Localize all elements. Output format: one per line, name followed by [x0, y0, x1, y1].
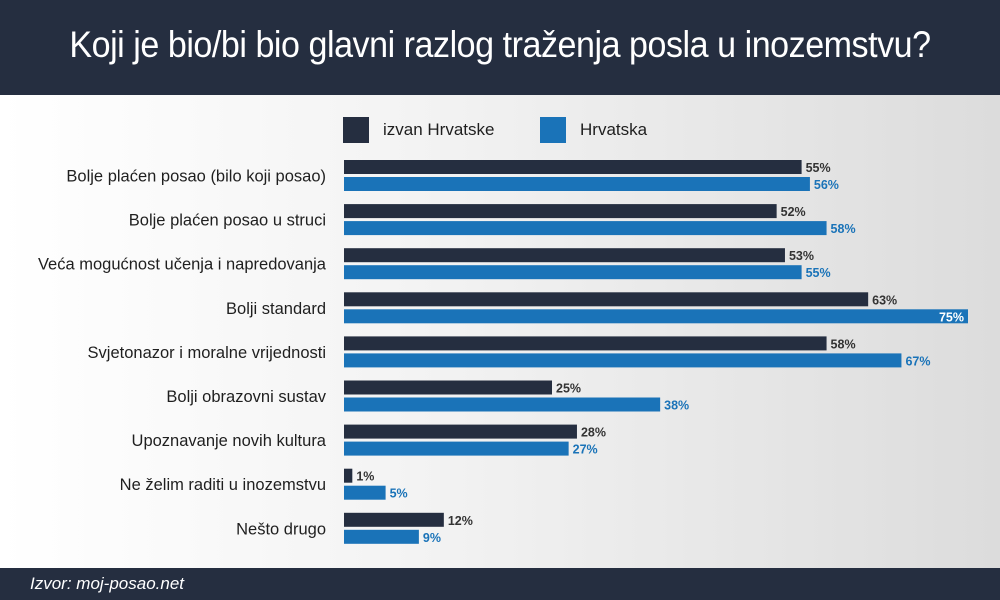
category-label: Bolji standard: [226, 300, 326, 318]
bar-hrvatska: [344, 441, 569, 456]
value-label: 55%: [806, 266, 831, 280]
value-label: 56%: [814, 178, 839, 192]
category-label: Svjetonazor i moralne vrijednosti: [88, 344, 326, 362]
value-label: 9%: [423, 531, 441, 545]
value-label: 67%: [905, 354, 930, 368]
value-label: 38%: [664, 399, 689, 413]
legend-label: Hrvatska: [580, 120, 648, 139]
bar-hrvatska: [344, 397, 661, 412]
value-label: 58%: [831, 337, 856, 351]
legend-swatch-dark: [343, 117, 369, 143]
legend-swatch-blue: [540, 117, 566, 143]
category-label: Bolje plaćen posao u struci: [129, 212, 326, 230]
bar-hrvatska: [344, 221, 827, 236]
value-label: 52%: [781, 205, 806, 219]
bar-izvan-hrvatske: [344, 380, 552, 395]
footer-bar: Izvor: moj-posao.net: [0, 568, 1000, 600]
bar-izvan-hrvatske: [344, 512, 444, 527]
category-label: Ne želim raditi u inozemstvu: [120, 476, 326, 494]
page-title: Koji je bio/bi bio glavni razlog traženj…: [69, 24, 931, 65]
bar-hrvatska: [344, 529, 419, 544]
bar-izvan-hrvatske: [344, 292, 869, 307]
bar-izvan-hrvatske: [344, 424, 577, 439]
bar-izvan-hrvatske: [344, 468, 353, 483]
value-label: 75%: [939, 310, 964, 324]
value-label: 25%: [556, 382, 581, 396]
value-label: 28%: [581, 426, 606, 440]
source-text: Izvor: moj-posao.net: [30, 574, 185, 593]
value-label: 1%: [356, 470, 374, 484]
bar-hrvatska: [344, 265, 802, 280]
header-bar: Koji je bio/bi bio glavni razlog traženj…: [0, 0, 1000, 95]
value-label: 58%: [831, 222, 856, 236]
value-label: 53%: [789, 249, 814, 263]
bar-izvan-hrvatske: [344, 248, 785, 263]
value-label: 12%: [448, 514, 473, 528]
category-label: Veća mogućnost učenja i napredovanja: [38, 256, 327, 274]
value-label: 27%: [573, 443, 598, 457]
bar-hrvatska: [344, 353, 902, 368]
bar-hrvatska: [344, 309, 968, 324]
value-label: 5%: [390, 487, 408, 501]
category-label: Nešto drugo: [236, 520, 326, 538]
category-label: Upoznavanje novih kultura: [132, 432, 327, 450]
category-label: Bolje plaćen posao (bilo koji posao): [66, 168, 326, 186]
bar-hrvatska: [344, 177, 810, 191]
value-label: 63%: [872, 293, 897, 307]
legend-item-hrvatska: Hrvatska: [540, 116, 647, 144]
category-label: Bolji obrazovni sustav: [166, 388, 326, 406]
bar-izvan-hrvatske: [344, 336, 827, 351]
legend-item-izvan-hrvatske: izvan Hrvatske: [343, 116, 494, 144]
value-label: 55%: [806, 161, 831, 175]
legend-label: izvan Hrvatske: [383, 120, 495, 139]
bar-hrvatska: [344, 485, 386, 500]
bar-izvan-hrvatske: [344, 204, 777, 219]
bar-izvan-hrvatske: [344, 160, 802, 174]
